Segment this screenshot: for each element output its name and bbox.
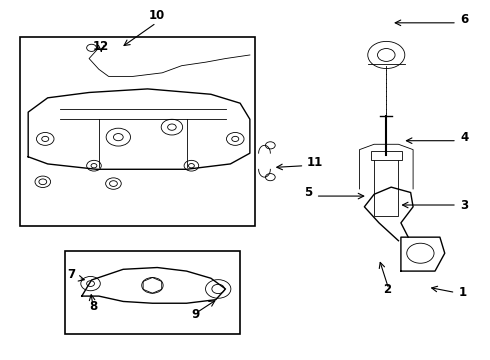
Text: 9: 9 <box>191 307 199 320</box>
Text: 10: 10 <box>148 9 165 22</box>
Text: 1: 1 <box>459 286 466 299</box>
Bar <box>374 155 398 216</box>
Text: 5: 5 <box>304 186 312 199</box>
Text: 11: 11 <box>307 156 323 169</box>
Bar <box>20 37 255 226</box>
Text: 4: 4 <box>460 131 468 144</box>
Text: 8: 8 <box>89 300 97 314</box>
Text: 6: 6 <box>460 13 468 26</box>
Text: 3: 3 <box>460 199 468 212</box>
Text: 7: 7 <box>67 268 75 281</box>
Bar <box>371 152 402 160</box>
Text: 2: 2 <box>383 283 391 296</box>
Bar <box>65 251 240 334</box>
Text: 12: 12 <box>93 40 109 53</box>
